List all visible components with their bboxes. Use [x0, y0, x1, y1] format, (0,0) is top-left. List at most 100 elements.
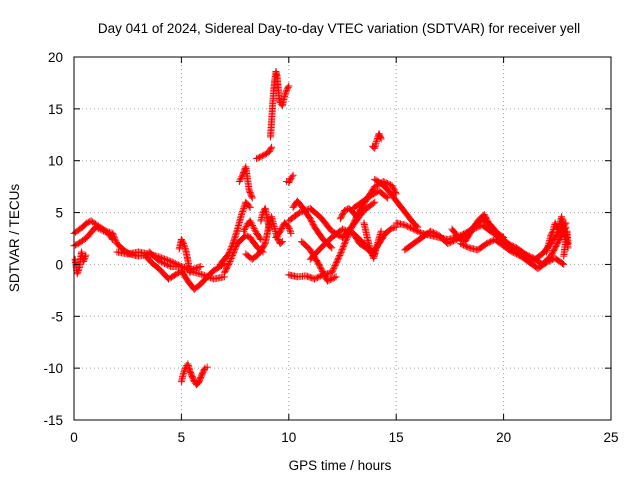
data-point — [444, 240, 452, 248]
data-point — [341, 240, 349, 248]
data-point — [225, 260, 233, 268]
data-point — [377, 227, 385, 235]
data-point — [239, 208, 247, 216]
data-point — [258, 152, 266, 160]
data-point — [448, 238, 456, 246]
data-point — [248, 193, 256, 201]
data-point — [303, 272, 311, 280]
data-point — [169, 272, 177, 280]
data-point — [229, 250, 237, 258]
data-point — [197, 263, 205, 271]
data-point — [246, 203, 254, 211]
data-point — [405, 223, 413, 231]
data-point — [328, 267, 336, 275]
data-point — [159, 259, 167, 267]
data-point — [427, 227, 435, 235]
data-point — [249, 222, 257, 230]
data-point — [330, 264, 338, 272]
data-point — [384, 180, 392, 188]
x-tick-label: 20 — [496, 430, 511, 445]
data-point — [296, 209, 304, 217]
data-point — [302, 272, 310, 280]
data-point — [508, 248, 516, 256]
data-point — [181, 243, 189, 251]
data-point — [242, 231, 250, 239]
data-point — [484, 239, 492, 247]
data-point — [235, 177, 243, 185]
data-point — [342, 237, 350, 245]
data-point — [71, 241, 79, 249]
data-point — [192, 264, 200, 272]
data-point — [354, 214, 362, 222]
data-point — [282, 89, 290, 97]
data-point — [407, 224, 415, 232]
data-point — [80, 256, 88, 264]
data-point — [195, 263, 203, 271]
y-tick-label: 10 — [48, 154, 63, 169]
data-point — [373, 136, 381, 144]
data-point — [228, 253, 236, 261]
data-point — [180, 369, 188, 377]
data-point — [80, 257, 88, 265]
data-point — [82, 251, 90, 259]
y-tick-label: -10 — [43, 361, 63, 376]
data-point — [109, 236, 117, 244]
y-axis-label: SDTVAR / TECUs — [7, 184, 22, 293]
data-point — [346, 228, 354, 236]
data-point — [409, 225, 417, 233]
data-point — [511, 249, 519, 257]
data-point — [162, 260, 170, 268]
data-point — [74, 268, 82, 276]
data-point — [250, 225, 258, 233]
data-point — [226, 257, 234, 265]
data-point — [73, 270, 81, 278]
data-point — [447, 238, 455, 246]
data-point — [461, 242, 469, 250]
data-point — [335, 253, 343, 261]
data-point — [287, 229, 295, 237]
data-point — [510, 249, 518, 257]
data-point — [338, 247, 346, 255]
data-point — [83, 219, 91, 227]
data-point — [245, 202, 253, 210]
data-point — [108, 234, 116, 242]
data-point — [415, 228, 423, 236]
data-point — [255, 153, 263, 161]
data-point — [411, 226, 419, 234]
data-point — [186, 269, 194, 277]
data-point — [560, 260, 568, 268]
data-point — [156, 257, 164, 265]
x-tick-label: 25 — [603, 430, 618, 445]
axis-ticks: 0 5 10 15 20 25 -15 -10 -5 0 5 10 15 20 — [43, 50, 618, 445]
data-point — [81, 253, 89, 261]
data-point — [329, 274, 337, 282]
data-point — [112, 237, 120, 245]
data-point — [225, 259, 233, 267]
data-point — [294, 210, 302, 218]
data-point — [512, 250, 520, 258]
data-point — [305, 273, 313, 281]
data-point — [338, 246, 346, 254]
data-point — [559, 260, 567, 268]
data-point — [460, 241, 468, 249]
data-point — [260, 151, 268, 159]
data-point — [547, 256, 555, 264]
data-point — [281, 92, 289, 100]
data-point — [337, 249, 345, 257]
data-point — [458, 240, 466, 248]
data-point — [328, 275, 336, 283]
data-point — [315, 273, 323, 281]
data-point — [371, 189, 379, 197]
data-point — [190, 376, 198, 384]
data-point — [179, 238, 187, 246]
data-point — [368, 191, 376, 199]
data-point — [334, 254, 342, 262]
data-point — [340, 241, 348, 249]
data-point — [202, 272, 210, 280]
data-point — [311, 275, 319, 283]
data-point — [230, 249, 238, 257]
data-point — [323, 277, 331, 285]
y-tick-label: -5 — [51, 309, 63, 324]
data-point — [230, 247, 238, 255]
y-tick-label: 0 — [55, 257, 63, 272]
